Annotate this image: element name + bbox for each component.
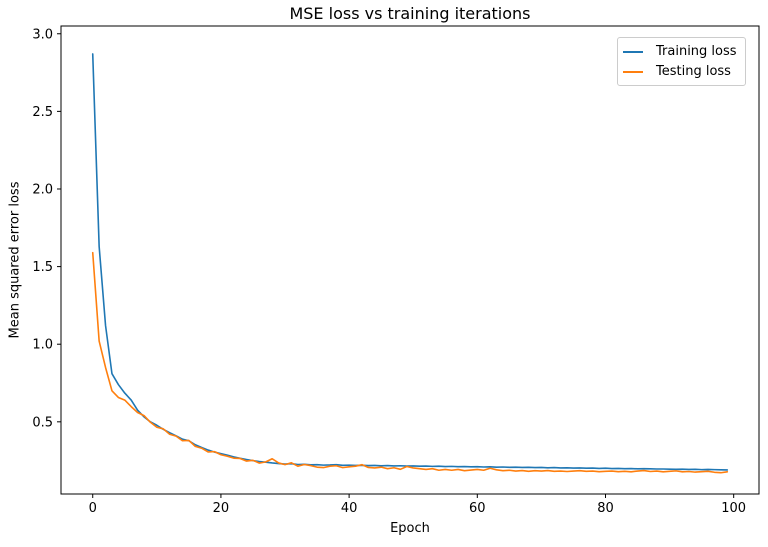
y-tick-label: 3.0: [32, 27, 53, 42]
y-tick-label: 0.5: [32, 415, 53, 430]
y-tick-label: 1.5: [32, 260, 53, 275]
legend-entry-testing: Testing loss: [623, 65, 745, 78]
x-tick-label: 60: [469, 501, 486, 516]
axes-spines: [60, 25, 760, 495]
legend: Training loss Testing loss: [617, 37, 746, 86]
x-tick-label: 80: [597, 501, 614, 516]
x-axis-label: Epoch: [390, 521, 430, 536]
training-line-swatch: [623, 50, 643, 53]
x-tick-label: 20: [213, 501, 230, 516]
y-tick-label: 1.0: [32, 338, 53, 353]
training-loss-line: [91, 53, 729, 471]
y-axis-label: Mean squared error loss: [7, 181, 23, 339]
testing-line-swatch: [623, 70, 643, 73]
x-tick-label: 100: [721, 501, 746, 516]
y-tick-label: 2.5: [32, 105, 53, 120]
x-tick-label: 40: [341, 501, 358, 516]
x-tick-label: 0: [89, 501, 97, 516]
y-tick-label: 2.0: [32, 182, 53, 197]
legend-entry-training: Training loss: [623, 45, 745, 58]
legend-label-training: Training loss: [656, 44, 737, 59]
legend-label-testing: Testing loss: [656, 64, 731, 79]
testing-loss-line: [91, 251, 729, 474]
chart-title: MSE loss vs training iterations: [289, 4, 531, 23]
